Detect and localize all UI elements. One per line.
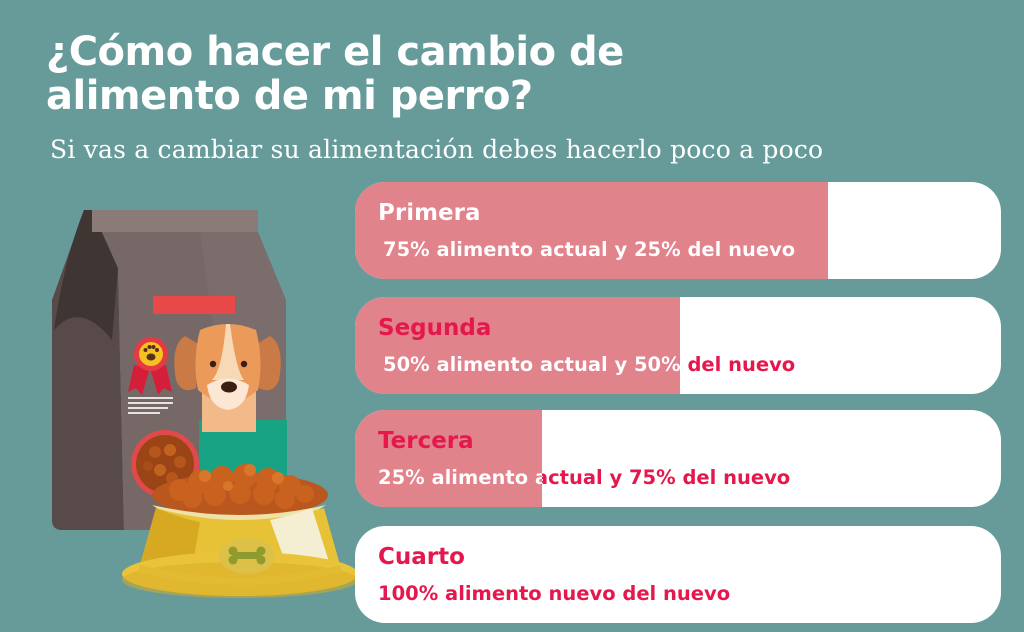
step-card-segunda: Segunda 50% alimento actual y 50% del nu… bbox=[355, 297, 1001, 394]
dog-food-illustration bbox=[52, 210, 358, 598]
step-description-overlay: 25% alimento actual y 75% del nuevo bbox=[378, 466, 542, 489]
current-food-fill-bar bbox=[355, 182, 828, 279]
step-label-overlay: Primera bbox=[378, 200, 481, 226]
text-on-fill: 50% alimento actual y 50% del nuevo bbox=[355, 297, 680, 394]
step-card-tercera: Tercera 25% alimento actual y 75% del nu… bbox=[355, 410, 1001, 507]
title-line-1: ¿Cómo hacer el cambio de bbox=[46, 29, 624, 75]
step-description: 100% alimento nuevo del nuevo bbox=[378, 582, 731, 605]
dog-bowl-icon bbox=[122, 464, 358, 598]
step-card-cuarto: Cuarto 100% alimento nuevo del nuevo bbox=[355, 526, 1001, 623]
step-description-overlay: 75% alimento actual y 25% del nuevo bbox=[383, 238, 796, 261]
current-food-fill-bar bbox=[355, 410, 542, 507]
step-description: 25% alimento actual y 75% del nuevo bbox=[378, 466, 791, 489]
step-label: Segunda bbox=[378, 315, 492, 341]
title-line-2: alimento de mi perro? bbox=[46, 73, 533, 119]
text-on-white: Primera 75% alimento actual y 25% del nu… bbox=[355, 182, 1001, 279]
current-food-fill-bar bbox=[355, 297, 680, 394]
dog-food-bag-icon bbox=[52, 210, 287, 530]
step-label: Cuarto bbox=[378, 544, 465, 570]
dog-face-icon bbox=[174, 324, 287, 480]
text-on-fill: 25% alimento actual y 75% del nuevo bbox=[355, 410, 542, 507]
page-title: ¿Cómo hacer el cambio de alimento de mi … bbox=[46, 30, 624, 118]
award-ribbon-paw-icon bbox=[128, 337, 172, 395]
step-description: 75% alimento actual y 25% del nuevo bbox=[383, 238, 796, 261]
text-on-white: Segunda 50% alimento actual y 50% del nu… bbox=[355, 297, 1001, 394]
text-on-white: Cuarto 100% alimento nuevo del nuevo bbox=[355, 526, 1001, 623]
bag-text-lines bbox=[128, 397, 173, 414]
page-subtitle: Si vas a cambiar su alimentación debes h… bbox=[50, 135, 824, 164]
bone-icon bbox=[228, 546, 266, 565]
step-label: Tercera bbox=[378, 428, 474, 454]
text-on-white: Tercera 25% alimento actual y 75% del nu… bbox=[355, 410, 1001, 507]
step-label: Primera bbox=[378, 200, 481, 226]
step-card-primera: Primera 75% alimento actual y 25% del nu… bbox=[355, 182, 1001, 279]
step-description-overlay: 50% alimento actual y 50% del nuevo bbox=[383, 353, 680, 376]
text-on-fill: Primera 75% alimento actual y 25% del nu… bbox=[355, 182, 828, 279]
step-description: 50% alimento actual y 50% del nuevo bbox=[383, 353, 796, 376]
